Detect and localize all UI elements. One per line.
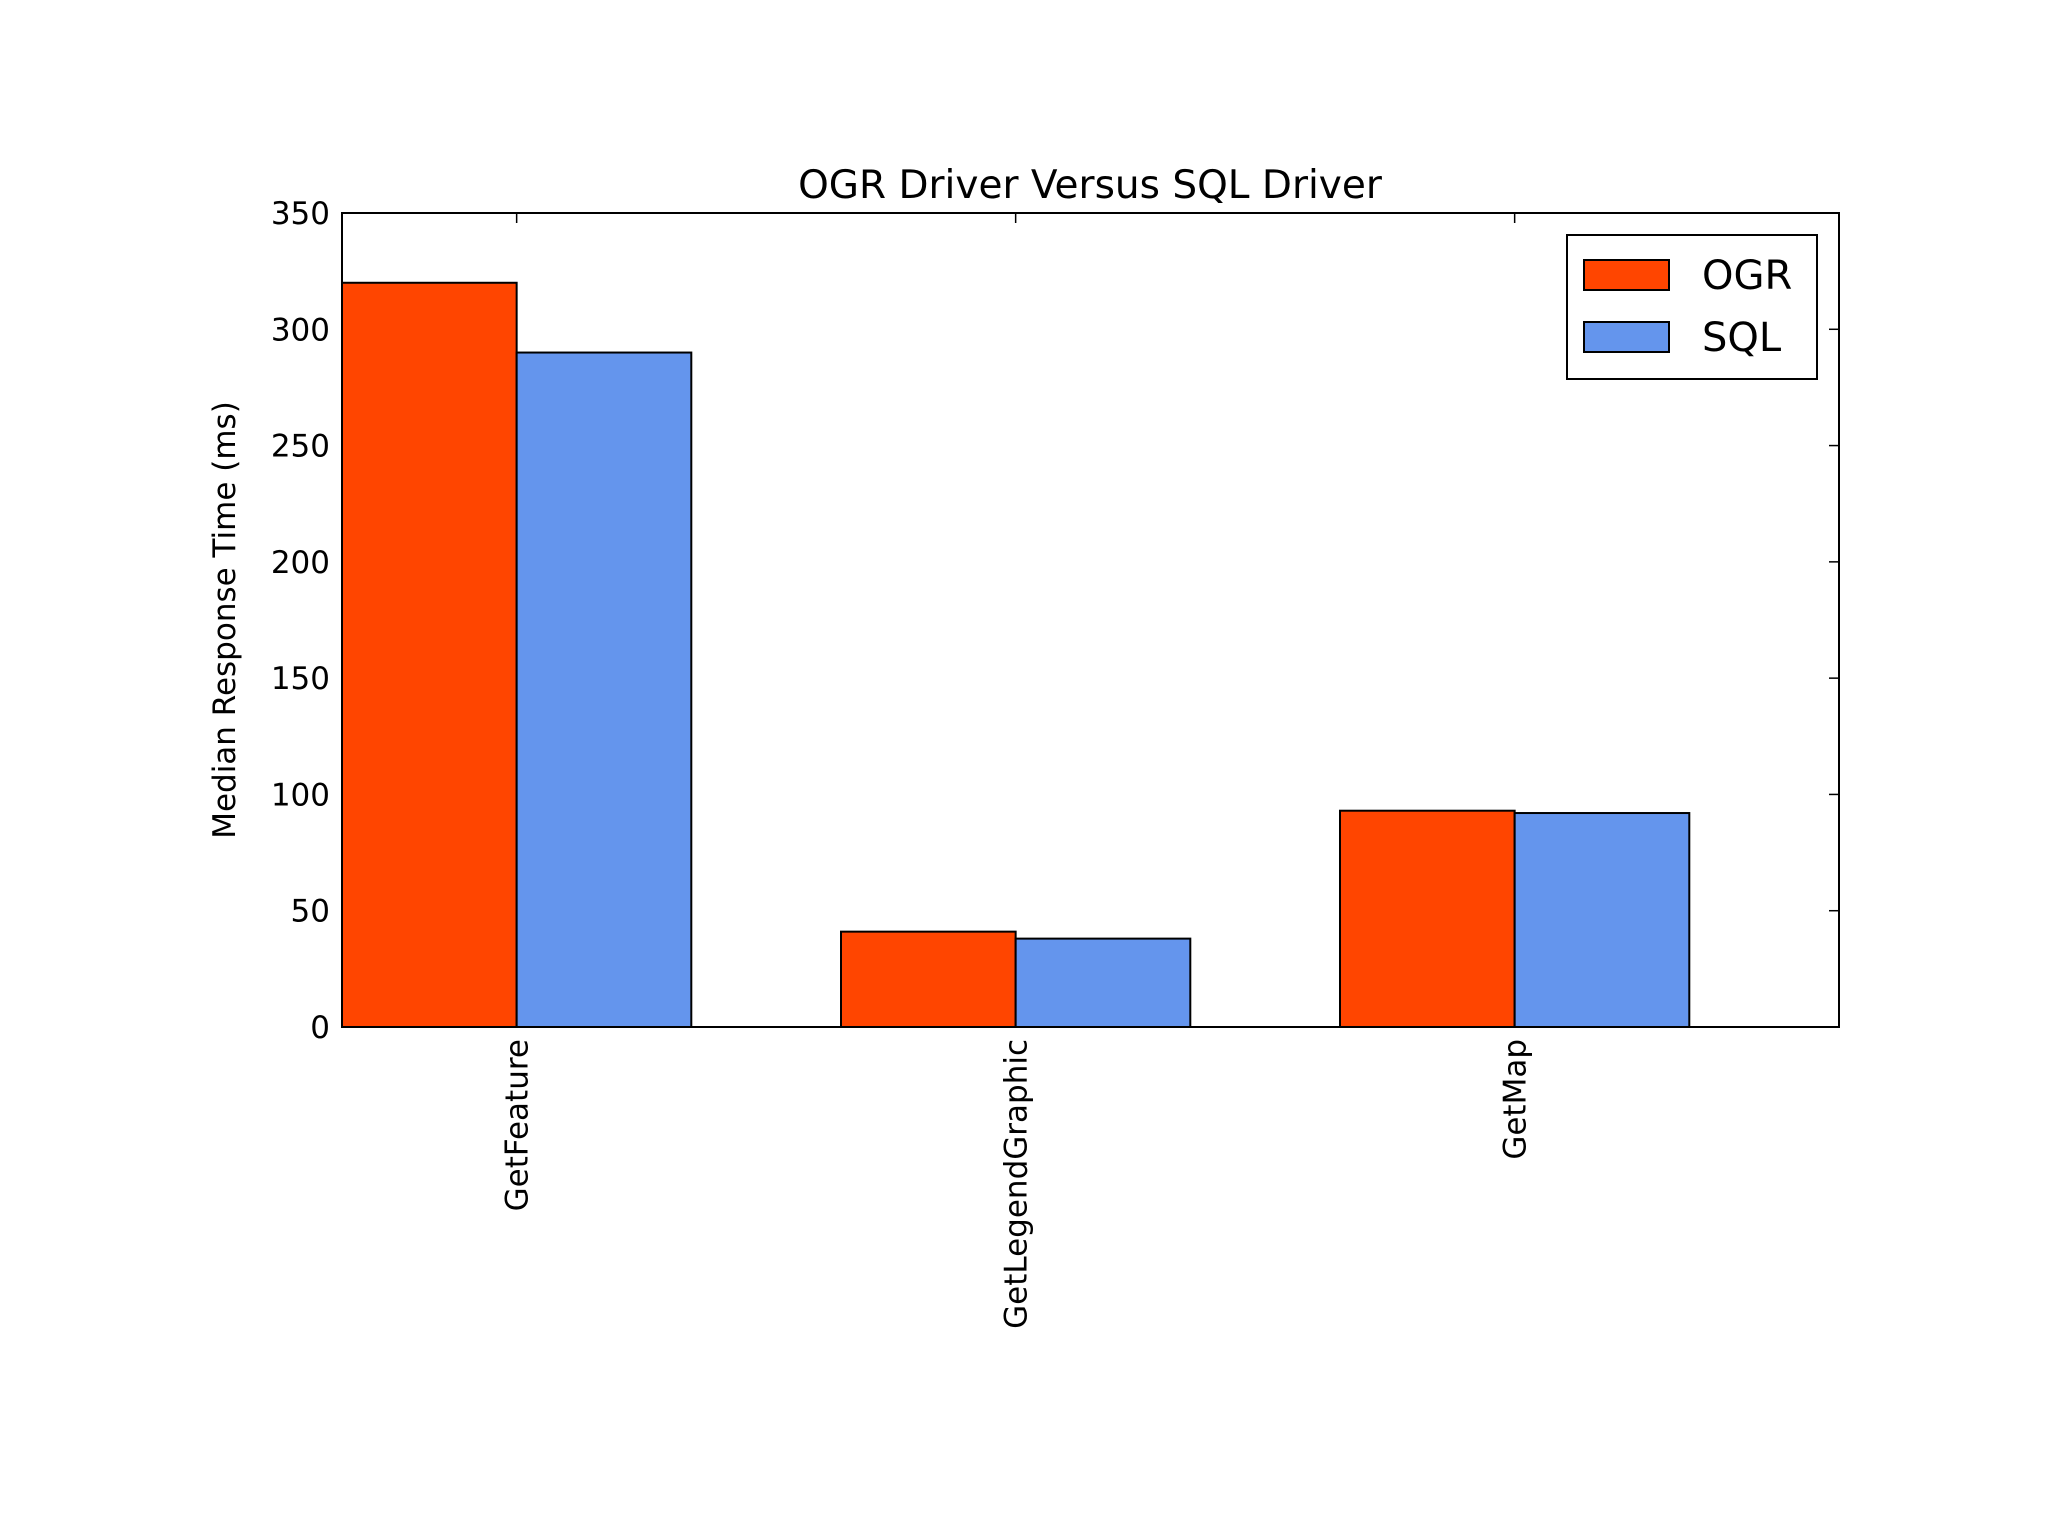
y-tick-label: 350 [271,196,330,232]
y-tick-label: 50 [291,894,330,930]
bar [1014,937,1192,1029]
chart-title: OGR Driver Versus SQL Driver [798,163,1383,208]
y-tick-label: 100 [271,777,330,813]
y-tick-label: 200 [271,545,330,581]
legend-label: OGR [1702,253,1792,299]
legend-label: SQL [1702,315,1782,361]
legend-swatch [1583,321,1670,353]
plot-frame [341,212,1840,1028]
x-tick-label: GetMap [1498,1039,1534,1160]
y-tick-label: 250 [271,429,330,465]
x-tick-label: GetFeature [500,1039,536,1211]
y-tick-label: 0 [310,1010,330,1046]
legend-swatch [1583,259,1670,291]
bar [515,351,693,1028]
x-tick-label: GetLegendGraphic [999,1039,1035,1329]
bar [1339,809,1516,1028]
bar [840,930,1017,1028]
bar [1513,812,1691,1029]
y-tick-label: 300 [271,312,330,348]
y-axis-label: Median Response Time (ms) [207,401,243,839]
y-tick-label: 150 [271,661,330,697]
bar [341,281,518,1028]
